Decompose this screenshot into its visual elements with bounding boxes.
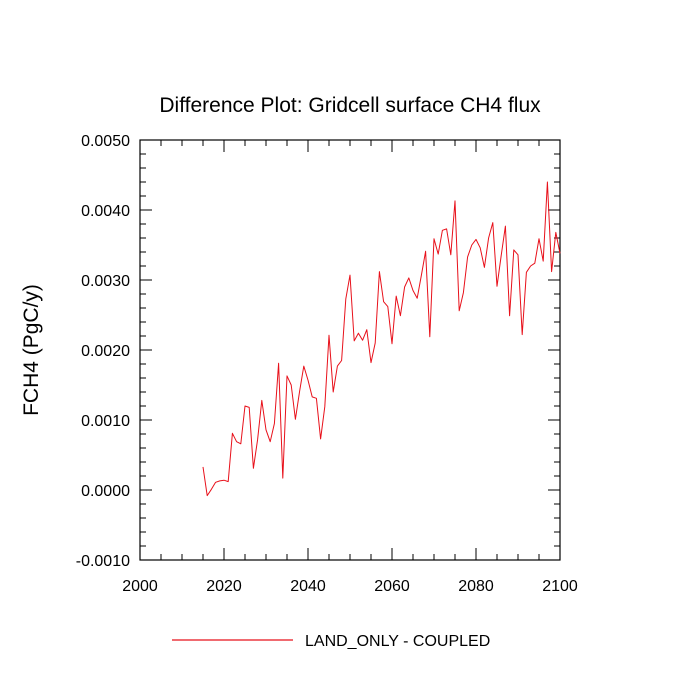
x-tick-label: 2100: [542, 578, 578, 595]
x-tick-label: 2080: [458, 578, 494, 595]
y-tick-label: 0.0020: [81, 343, 130, 360]
chart-title: Difference Plot: Gridcell surface CH4 fl…: [159, 94, 541, 117]
x-tick-label: 2060: [374, 578, 410, 595]
axes: [139, 139, 561, 561]
y-tick-label: 0.0050: [81, 133, 130, 150]
plot-frame: [139, 139, 561, 561]
legend: LAND_ONLY - COUPLED: [172, 633, 490, 650]
tick-labels: 2000 2020 2040 2060 2080 2100 -0.0010 0.0000 0.0…: [76, 133, 578, 595]
series-group: [202, 181, 561, 497]
y-tick-label: 0.0030: [81, 273, 130, 290]
y-tick-label: 0.0000: [81, 483, 130, 500]
x-tick-label: 2000: [122, 578, 158, 595]
series-line: [202, 181, 561, 497]
legend-label: LAND_ONLY - COUPLED: [305, 633, 490, 650]
x-tick-label: 2020: [206, 578, 242, 595]
x-tick-label: 2040: [290, 578, 326, 595]
y-tick-label: 0.0040: [81, 203, 130, 220]
y-tick-label: 0.0010: [81, 413, 130, 430]
y-axis-label: FCH4 (PgC/y): [20, 284, 43, 416]
ticks: [139, 139, 561, 561]
y-tick-label: -0.0010: [76, 553, 130, 570]
